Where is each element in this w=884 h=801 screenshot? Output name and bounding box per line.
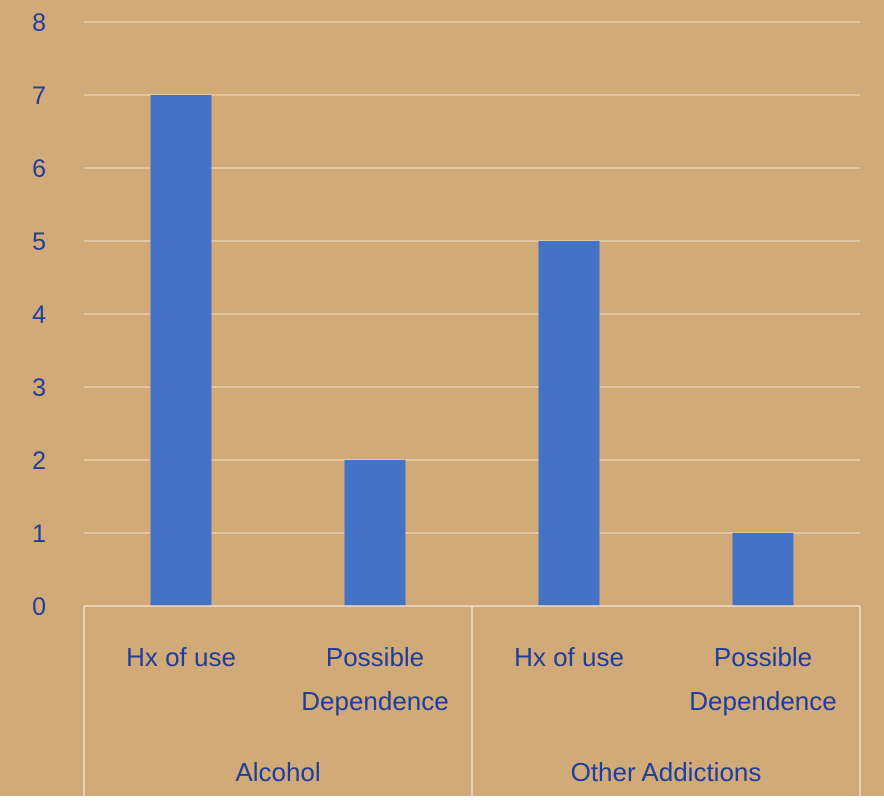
x-axis: Hx of use Possible Dependence Hx of use Poss… [83, 605, 861, 796]
y-tick-label: 4 [32, 301, 46, 329]
x-group-label: Other Addictions [571, 757, 762, 787]
bar [150, 95, 212, 606]
y-tick-label: 3 [32, 374, 46, 402]
x-category-label: Possible Dependence [689, 642, 836, 716]
x-category-label: Possible Dependence [301, 642, 448, 716]
y-tick-label: 0 [32, 593, 46, 621]
x-category-label: Hx of use [514, 642, 624, 672]
bar [732, 533, 794, 606]
y-tick-label: 5 [32, 228, 46, 256]
y-axis-tick-labels: 0 1 2 3 4 5 6 7 8 [32, 9, 46, 621]
y-tick-label: 7 [32, 82, 46, 110]
x-group-label: Alcohol [235, 757, 320, 787]
bar [538, 241, 600, 606]
bar [344, 460, 406, 606]
y-tick-label: 8 [32, 9, 46, 37]
y-tick-label: 1 [32, 520, 46, 548]
y-tick-label: 6 [32, 155, 46, 183]
gridlines [84, 21, 860, 534]
x-category-label: Hx of use [126, 642, 236, 672]
y-tick-label: 2 [32, 447, 46, 475]
bars [150, 95, 794, 606]
